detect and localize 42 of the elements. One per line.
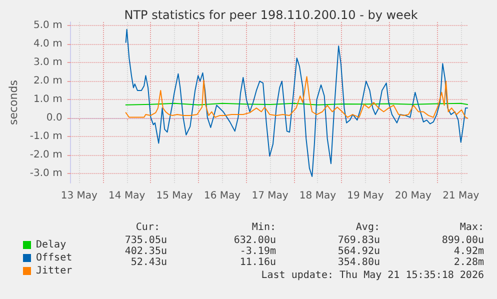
y-tick-label: 3.0 m (34, 57, 62, 68)
legend-label: Jitter (36, 266, 72, 276)
text: 632.00u (234, 235, 276, 246)
y-axis-title: seconds (7, 80, 20, 125)
x-tick-label: 19 May (347, 190, 384, 202)
line-series (125, 76, 468, 119)
chart-title: NTP statistics for peer 198.110.200.10 - by week (124, 8, 418, 22)
text: 769.83u (338, 235, 380, 246)
text: Avg: (356, 222, 380, 233)
y-tick-label: -2.0 m (30, 150, 62, 161)
text: -3.19m (240, 246, 276, 257)
y-tick-label: 2.0 m (34, 76, 62, 87)
x-tick-label: 17 May (252, 190, 288, 202)
text: 899.00u (442, 235, 484, 246)
x-tick-label: 13 May (60, 190, 98, 202)
y-tick-label: 4.0 m (34, 38, 62, 50)
y-tick-label: 1.0 m (34, 94, 62, 106)
x-tick-label: 20 May (394, 190, 432, 202)
x-tick-label: 15 May (156, 190, 193, 202)
text: Min: (252, 222, 276, 233)
y-tick-label: 0.0 (46, 112, 62, 124)
text: Max: (460, 222, 484, 233)
legend-label: Delay (36, 240, 66, 250)
y-tick-label: -3.0 m (30, 168, 62, 180)
x-tick-label: 18 May (299, 190, 336, 202)
text: 52.43u (130, 257, 167, 268)
text: 4.92m (454, 246, 484, 257)
text: Cur: (136, 222, 160, 233)
text: 735.05u (124, 235, 167, 246)
x-tick-label: 14 May (108, 190, 146, 202)
text: 2.28m (454, 257, 484, 268)
line-series (125, 28, 468, 178)
text: 402.35u (124, 246, 167, 257)
y-tick-label: 5.0 m (34, 20, 62, 32)
x-tick-label: 21 May (442, 190, 480, 202)
x-tick-label: 16 May (204, 190, 241, 202)
text: 564.92u (338, 246, 380, 257)
text: Last update: Thu May 21 15:35:18 2026 (261, 270, 484, 281)
legend-label: Offset (36, 252, 72, 264)
y-tick-label: -1.0 m (30, 131, 62, 142)
text: 354.80u (338, 257, 380, 268)
text: 11.16u (240, 257, 276, 268)
